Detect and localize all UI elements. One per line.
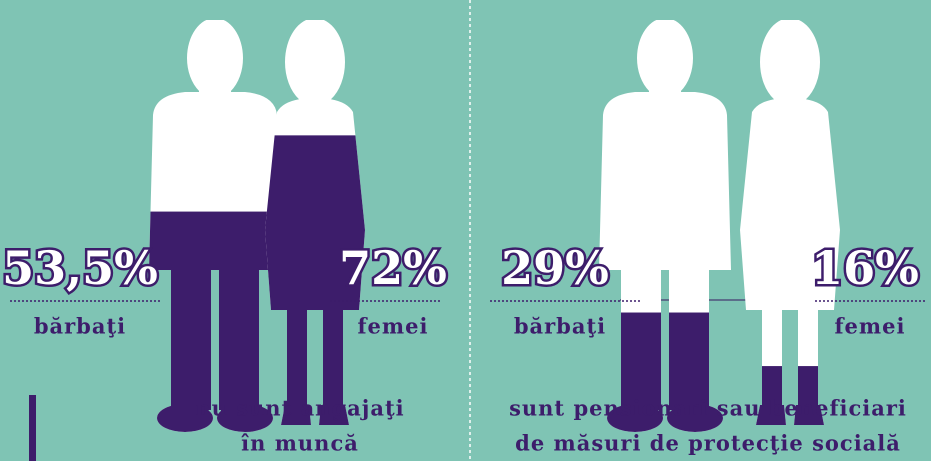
figure-body xyxy=(710,20,870,432)
category-label: bărbaţi xyxy=(514,314,606,339)
infographic: 53,5% bărbaţi 72% femei nu sunt angajaţi în m… xyxy=(0,0,931,461)
caption: nu sunt angajaţi xyxy=(195,396,404,421)
category-label: bărbaţi xyxy=(34,314,126,339)
figure xyxy=(710,20,870,432)
value-label: 16% xyxy=(811,241,919,295)
page: 53,5% bărbaţi 72% femei nu sunt angajaţi în m… xyxy=(0,0,931,461)
value-label: 72% xyxy=(339,241,447,295)
caption: de măsuri de protecţie socială xyxy=(515,431,901,456)
caption: sunt pensionari sau beneficiari xyxy=(509,396,907,421)
category-label: femei xyxy=(835,314,906,339)
accent-bar xyxy=(29,395,36,461)
category-label: femei xyxy=(358,314,429,339)
value-label: 29% xyxy=(501,241,609,295)
figure-body xyxy=(585,20,745,432)
value-label: 53,5% xyxy=(2,241,158,295)
caption: în muncă xyxy=(241,431,359,456)
figure xyxy=(585,20,745,432)
